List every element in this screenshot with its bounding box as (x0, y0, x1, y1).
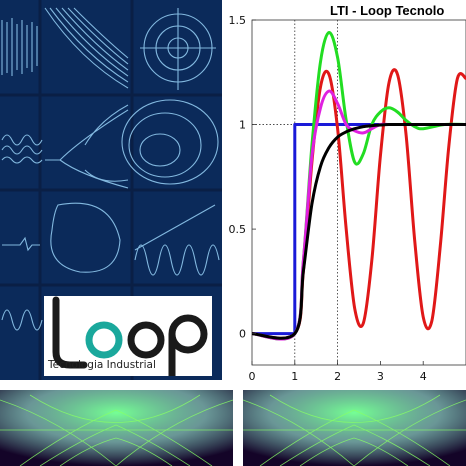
fractal-panel-left (0, 390, 234, 466)
x-tick-label: 1 (291, 370, 298, 383)
plot-area (251, 19, 466, 366)
step-response-chart: LTI - Loop Tecnolo 0 1 2 3 4 0 0.5 1 1.5 (229, 3, 466, 383)
y-tick-label: 0.5 (229, 223, 247, 236)
series-line-4 (251, 123, 466, 340)
x-tick-label: 2 (334, 370, 341, 383)
y-tick-label: 1.5 (229, 14, 247, 27)
x-tick-label: 3 (377, 370, 384, 383)
y-tick-label: 1 (239, 119, 246, 132)
chart-title: LTI - Loop Tecnolo (330, 3, 444, 18)
y-tick-label: 0 (239, 328, 246, 341)
logo-subtitle: Tecnologia Industrial (47, 359, 156, 371)
fractal-panel-right (242, 390, 466, 466)
x-tick-label: 0 (249, 370, 256, 383)
loop-logo: Tecnologia Industrial (44, 296, 212, 376)
x-tick-label: 4 (420, 370, 427, 383)
